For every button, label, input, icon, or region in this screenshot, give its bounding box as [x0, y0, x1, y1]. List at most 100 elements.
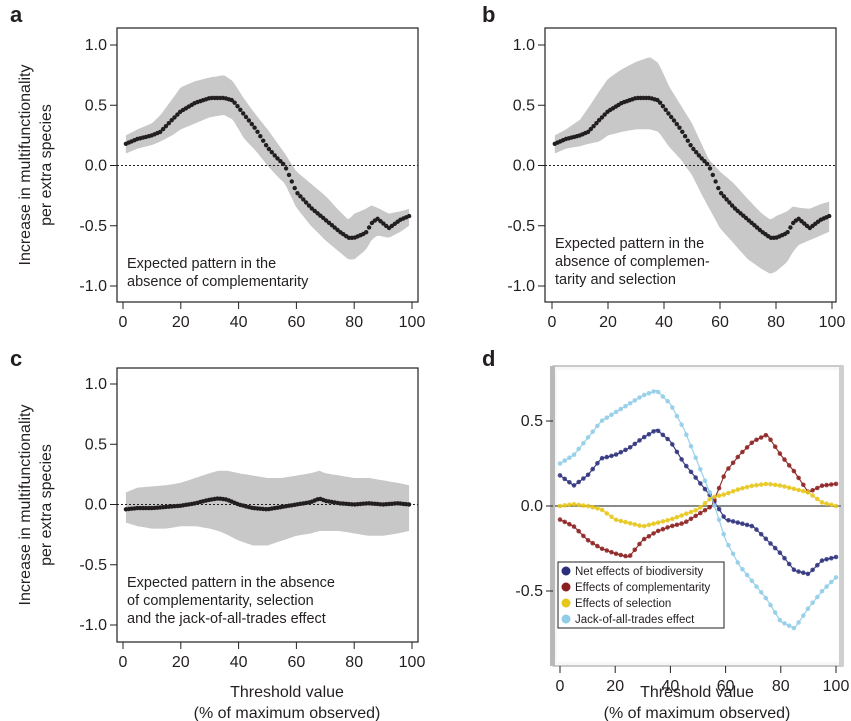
series-point: [819, 589, 825, 594]
series-point: [599, 455, 605, 461]
series-point: [567, 480, 572, 485]
x-tick-label: 0: [119, 314, 128, 331]
data-point: [332, 225, 337, 230]
series-point: [567, 502, 572, 508]
x-tick-label: 80: [345, 654, 363, 671]
series-point: [730, 489, 736, 494]
series-point: [735, 487, 741, 492]
series-point: [763, 595, 769, 601]
series-point: [824, 501, 829, 507]
data-point: [175, 112, 180, 117]
legend-label: Jack-of-all-trades effect: [575, 614, 695, 626]
series-point: [623, 519, 628, 525]
series-point: [721, 492, 726, 497]
data-point: [326, 220, 332, 225]
panel-a: a 0 20 40 60 80 100 1.0 0.5 0.0 -0.5 -1.0 Expected p…: [10, 2, 425, 331]
data-point: [406, 213, 412, 219]
y-tick-label: 1.0: [513, 37, 535, 54]
data-point: [243, 114, 249, 120]
y-axis-label-line2: per extra species: [38, 444, 55, 566]
series-point: [571, 502, 577, 507]
series-point: [646, 534, 652, 539]
series-point: [618, 449, 624, 455]
y-tick-label: 0.5: [513, 97, 535, 114]
series-point: [688, 516, 694, 522]
series-point: [805, 490, 811, 495]
x-tick-label: 60: [717, 678, 735, 695]
series-point: [740, 486, 745, 491]
series-point: [726, 466, 731, 471]
data-point: [272, 153, 277, 158]
series-point: [833, 575, 839, 580]
series-point: [655, 389, 661, 395]
frame-shade-left: [550, 366, 555, 666]
data-point: [602, 112, 607, 117]
series-point: [712, 494, 717, 500]
panel-letter: c: [10, 346, 22, 371]
series-point: [660, 394, 666, 399]
series-point: [791, 567, 797, 572]
series-point: [749, 483, 755, 489]
series-point: [768, 437, 773, 443]
series-point: [754, 584, 759, 589]
series-point: [754, 482, 759, 488]
y-tick-label: 0.5: [85, 436, 107, 453]
data-point: [275, 156, 280, 161]
series-point: [557, 517, 563, 522]
series-point: [670, 442, 675, 447]
series-point: [562, 476, 567, 482]
data-point: [660, 104, 666, 109]
data-point: [229, 97, 234, 103]
series-point: [702, 486, 708, 492]
data-point: [588, 126, 593, 132]
series-point: [740, 449, 745, 455]
y-tick-label: -0.5: [515, 583, 543, 600]
series-point: [815, 496, 820, 502]
series-3: [557, 389, 839, 631]
series-point: [637, 541, 642, 547]
data-point: [323, 218, 329, 223]
series-point: [782, 457, 787, 462]
y-tick-label: 1.0: [85, 37, 107, 54]
series-point: [801, 482, 806, 488]
series-point: [651, 429, 656, 434]
data-point: [366, 225, 372, 230]
series-point: [763, 432, 769, 438]
series-point: [655, 428, 661, 434]
legend-label: Effects of selection: [575, 598, 671, 610]
series-point: [805, 571, 811, 577]
data-point: [666, 111, 671, 116]
data-point: [255, 129, 260, 134]
data-point: [172, 115, 177, 120]
series-point: [829, 502, 834, 508]
series-point: [786, 485, 792, 491]
data-point: [691, 146, 696, 152]
series-point: [772, 482, 778, 488]
series-point: [613, 551, 619, 557]
series-point: [655, 528, 661, 534]
y-tick-label: 1.0: [85, 376, 107, 393]
series-point: [651, 531, 656, 536]
data-point: [160, 126, 166, 132]
series-point: [627, 553, 633, 558]
series-point: [590, 466, 595, 472]
data-point: [710, 172, 715, 178]
series-point: [599, 418, 605, 423]
data-point: [166, 121, 171, 126]
data-point: [312, 208, 317, 214]
data-point: [677, 125, 682, 130]
x-axis-label-line1: Threshold value: [230, 684, 344, 701]
panel-letter: b: [482, 2, 495, 27]
series-point: [609, 412, 614, 418]
series-point: [744, 522, 750, 528]
series-point: [688, 469, 694, 475]
data-point: [306, 203, 312, 208]
series-point: [670, 516, 675, 522]
data-point: [269, 150, 274, 155]
series-point: [651, 521, 656, 526]
series-point: [632, 398, 638, 403]
series-point: [735, 560, 741, 565]
series-0: [557, 428, 839, 577]
panel-letter: a: [10, 2, 23, 27]
data-point: [158, 129, 163, 135]
